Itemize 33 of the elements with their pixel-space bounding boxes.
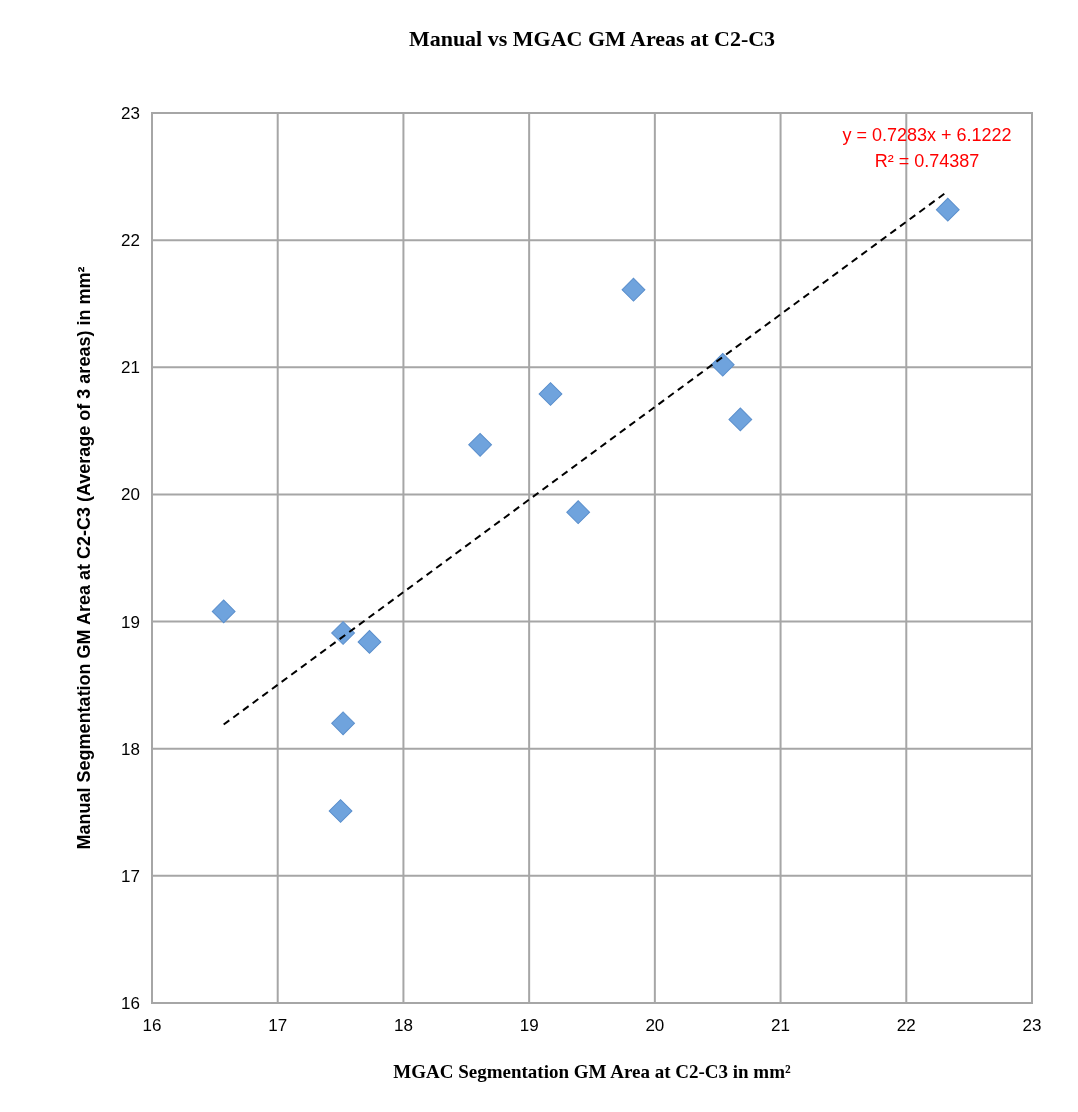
- point: [331, 711, 355, 736]
- x-tick-label: 18: [393, 1016, 413, 1035]
- point: [728, 407, 753, 432]
- point: [468, 432, 493, 457]
- y-tick-label: 21: [121, 358, 140, 378]
- x-tick-label: 22: [896, 1016, 916, 1035]
- point: [331, 621, 355, 645]
- y-axis-title: Manual Segmentation GM Area at C2-C3 (Average of 3 areas) in mm²: [74, 266, 94, 850]
- x-tick-label: 23: [1022, 1016, 1042, 1035]
- x-tick-label: 16: [142, 1016, 162, 1035]
- y-tick-label: 20: [121, 485, 140, 505]
- annotation: y = 0.7283x + 6.1222: [842, 125, 1012, 145]
- x-tick-label: 17: [268, 1016, 288, 1035]
- point: [935, 197, 960, 222]
- x-tick-label: 20: [645, 1016, 665, 1035]
- point: [538, 382, 563, 406]
- x-tick-label: 19: [519, 1016, 539, 1035]
- y-tick-label: 19: [121, 612, 140, 632]
- point: [211, 599, 236, 624]
- point: [566, 500, 591, 525]
- annotation: R² = 0.74387: [874, 151, 980, 171]
- point: [621, 277, 646, 302]
- point: [328, 799, 353, 823]
- y-tick-label: 22: [121, 231, 140, 251]
- y-tick-label: 18: [121, 739, 140, 759]
- x-axis-title: MGAC Segmentation GM Area at C2-C3 in mm²: [393, 1061, 792, 1082]
- point: [710, 352, 735, 377]
- point: [357, 630, 382, 654]
- x-tick-label: 21: [771, 1016, 791, 1035]
- y-tick-label: 23: [121, 104, 140, 123]
- chart-title: Manual vs MGAC GM Areas at C2-C3: [408, 26, 776, 51]
- y-tick-label: 16: [121, 994, 140, 1013]
- y-tick-label: 17: [121, 866, 140, 886]
